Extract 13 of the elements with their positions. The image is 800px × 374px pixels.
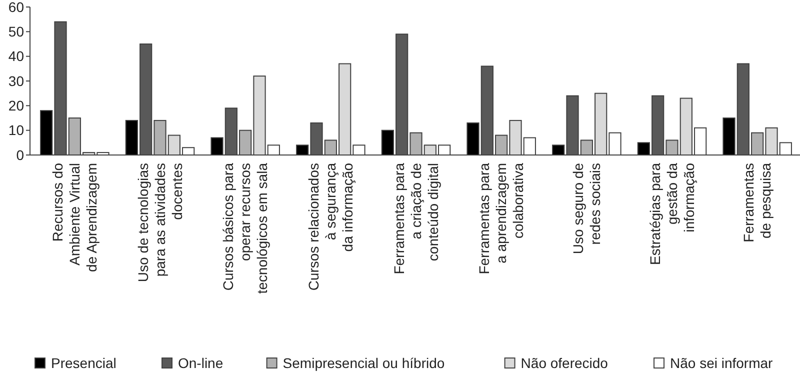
y-tick-label: 10 — [8, 122, 24, 138]
y-tick-label: 60 — [8, 0, 24, 15]
legend-label: Não sei informar — [670, 355, 774, 371]
legend-label: Presencial — [51, 355, 116, 371]
legend-label: Semipresencial ou híbrido — [282, 355, 445, 371]
legend-label: On-line — [178, 355, 224, 371]
y-tick-label: 50 — [8, 24, 24, 40]
x-tick-label: Recursos do Ambiente Virtual de Aprendizagem — [50, 162, 100, 272]
y-tick-label: 40 — [8, 48, 24, 64]
y-tick-label: 0 — [16, 146, 24, 163]
legend-label: Não oferecido — [520, 355, 608, 371]
y-tick-label: 20 — [8, 98, 24, 114]
y-tick-label: 30 — [8, 72, 24, 89]
